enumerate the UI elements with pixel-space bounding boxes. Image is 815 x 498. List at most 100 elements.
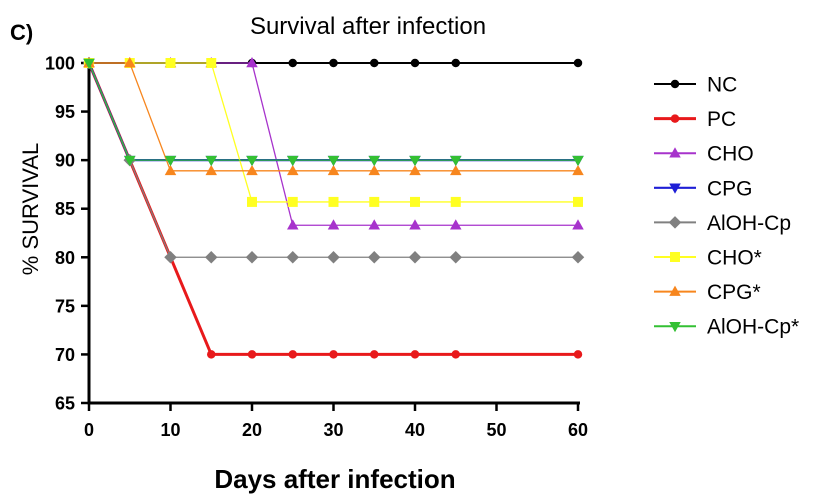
data-point-pc [370,350,379,359]
series-cpg [83,58,584,167]
legend-marker [669,285,681,296]
axes: 65 70 75 80 85 90 95 100 0 10 20 30 40 50 60 [45,54,588,441]
data-point-pc [288,350,297,359]
data-point-aloh-cp-star [246,155,258,167]
data-point-cpg-star [409,164,421,176]
series-aloh-cp-star [83,58,584,167]
legend-label: AlOH-Cp* [707,316,799,339]
legend: NC PC CHO CPG AlOH-Cp CHO* CPG* AlOH-Cp* [654,74,799,339]
data-point-cpg-star [368,164,380,176]
y-tick-label: 100 [45,54,75,74]
legend-item-cpg-star: CPG* [654,281,761,304]
data-point-cho-star [369,196,380,207]
data-point-cpg-star [450,164,462,176]
series-line-aloh-cp-star [88,62,578,161]
series-line-cpg [87,62,578,162]
y-tick-label: 90 [55,151,75,171]
series-aloh-cp [82,56,585,264]
data-point-cpg-star [572,164,584,176]
series-line-cho-star [89,62,578,203]
x-tick-label: 50 [486,420,506,440]
data-point-nc [329,58,338,68]
data-point-cho-star [573,196,583,207]
data-point-nc [370,58,379,68]
legend-item-nc: NC [654,74,737,97]
y-tick-label: 65 [55,394,75,414]
legend-marker [670,79,680,89]
series-cpg-star [83,57,584,176]
legend-item-pc: PC [654,108,736,131]
data-point-aloh-cp [368,251,381,264]
series-cho-star [84,58,583,207]
data-point-pc [329,350,338,359]
data-point-aloh-cp-star [124,155,136,167]
data-point-cho [409,219,421,230]
legend-label: NC [707,74,737,97]
series-line-cpg-star [89,62,578,172]
data-point-aloh-cp-star [572,155,584,167]
data-point-cho-star [410,196,420,207]
legend-label: CHO [707,143,754,166]
legend-label: AlOH-Cp [707,212,791,235]
data-point-aloh-cp [286,251,299,264]
data-point-nc [410,58,420,68]
y-tick-label: 80 [55,248,75,268]
data-point-aloh-cp-star [450,155,462,167]
data-point-aloh-cp-star [83,58,95,69]
data-point-aloh-cp-star [409,155,421,167]
data-point-cpg-star [327,164,340,176]
data-point-aloh-cp-star [368,155,380,167]
y-tick-label: 75 [55,296,75,316]
y-tick-label: 70 [55,345,75,365]
data-point-aloh-cp [449,251,462,264]
legend-marker [669,183,681,194]
y-tick-label: 95 [55,102,75,122]
x-tick-label: 40 [405,420,425,440]
data-point-aloh-cp [205,251,218,264]
legend-label: CHO* [707,247,762,270]
data-point-cho [246,57,258,68]
data-point-pc [207,350,216,359]
series-layer [82,56,585,359]
data-point-cho-star [328,196,339,207]
data-point-aloh-cp [164,251,177,264]
data-point-aloh-cp-star [327,155,340,167]
x-tick-label: 30 [323,420,343,440]
legend-item-aloh-cp-star: AlOH-Cp* [654,316,799,339]
data-point-aloh-cp [408,251,422,264]
panel-label: C) [10,20,33,45]
data-point-cpg-star [164,164,177,176]
data-point-aloh-cp [327,251,340,264]
data-point-cpg-star [205,164,217,176]
data-point-nc [288,58,297,68]
legend-marker [669,147,681,158]
legend-item-cpg: CPG [654,177,753,200]
data-point-nc [451,58,460,68]
data-point-cpg-star [287,164,299,176]
x-tick-label: 0 [84,420,94,440]
data-point-cho-star [287,196,298,207]
x-tick-label: 20 [242,420,262,440]
legend-item-cho-star: CHO* [654,247,762,270]
y-tick-label: 85 [55,199,75,219]
data-point-pc [247,350,257,359]
series-line-pc [87,62,578,356]
legend-item-aloh-cp: AlOH-Cp [654,212,791,235]
data-point-cpg-star [246,164,258,176]
data-point-cho [572,219,584,230]
data-point-aloh-cp [571,251,585,264]
data-point-cpg-star [124,57,136,68]
data-point-nc [573,58,583,68]
data-point-cho [368,219,380,230]
series-pc [84,58,583,359]
legend-marker [670,252,680,262]
data-point-cho-star [247,196,257,207]
legend-label: CPG [707,177,753,200]
legend-marker [668,216,682,229]
legend-label: PC [707,108,736,131]
data-point-aloh-cp-star [205,155,217,167]
legend-item-cho: CHO [654,143,754,166]
legend-marker [670,114,680,123]
legend-label: CPG* [707,281,761,304]
